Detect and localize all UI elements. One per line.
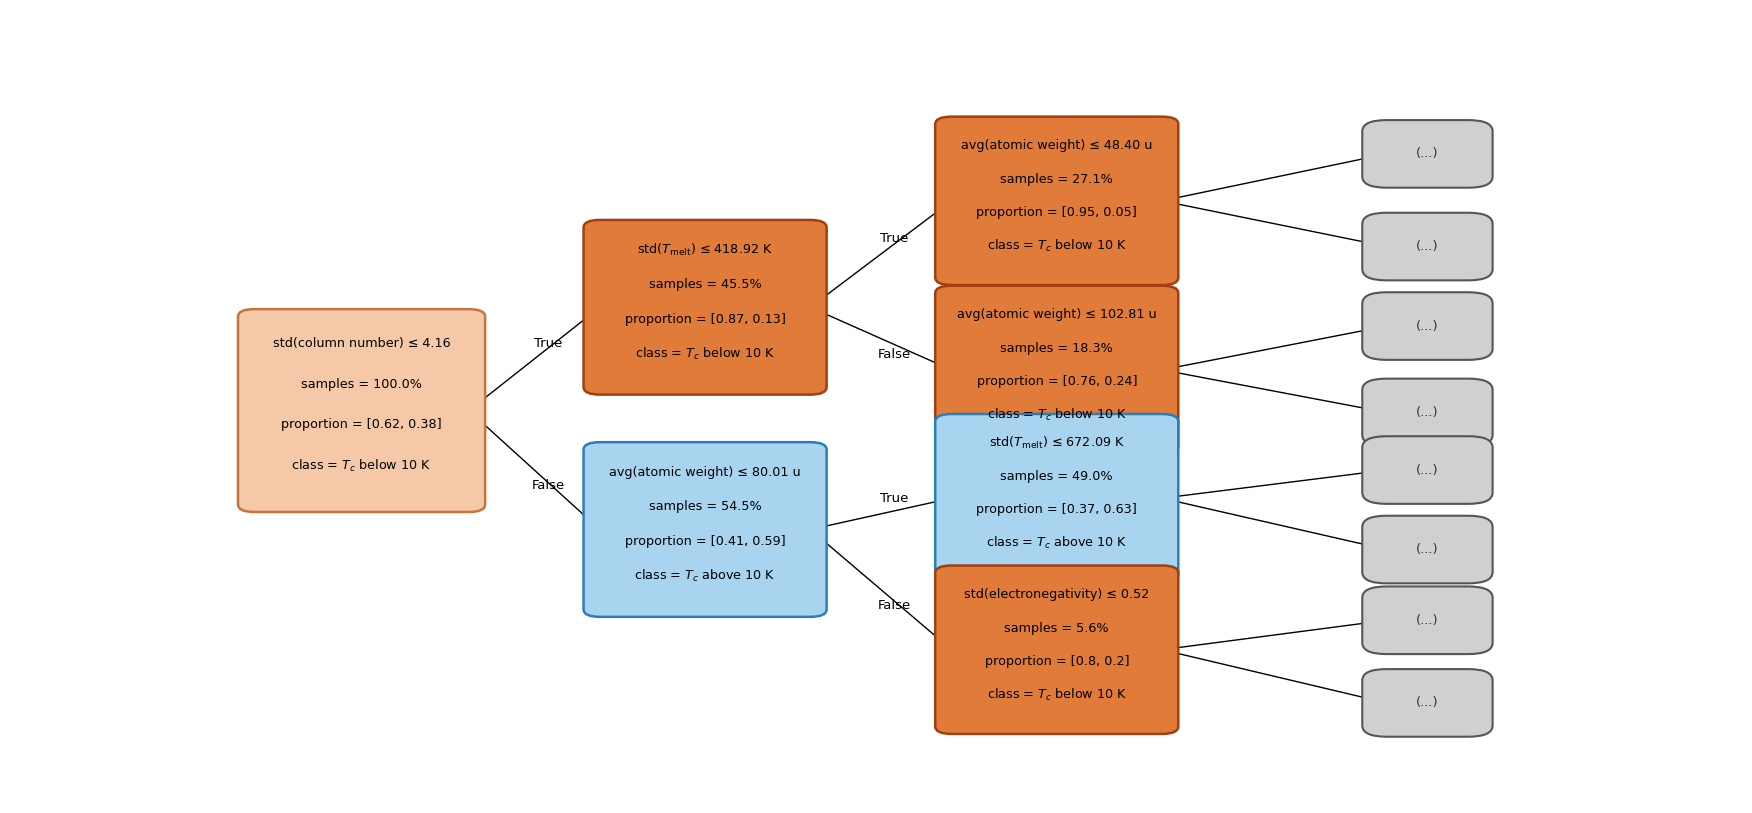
Text: std($T_{\rm melt}$) ≤ 418.92 K: std($T_{\rm melt}$) ≤ 418.92 K: [638, 242, 773, 258]
Text: std(column number) ≤ 4.16: std(column number) ≤ 4.16: [273, 337, 450, 350]
Text: True: True: [880, 492, 909, 505]
Text: class = $T_c$ below 10 K: class = $T_c$ below 10 K: [291, 458, 431, 474]
Text: samples = 45.5%: samples = 45.5%: [648, 278, 762, 291]
FancyBboxPatch shape: [1363, 120, 1493, 188]
Text: samples = 5.6%: samples = 5.6%: [1004, 621, 1109, 634]
Text: (...): (...): [1416, 147, 1438, 160]
Text: (...): (...): [1416, 543, 1438, 556]
Text: proportion = [0.62, 0.38]: proportion = [0.62, 0.38]: [282, 419, 442, 432]
FancyBboxPatch shape: [1363, 213, 1493, 280]
Text: class = $T_c$ below 10 K: class = $T_c$ below 10 K: [986, 238, 1127, 254]
Text: proportion = [0.95, 0.05]: proportion = [0.95, 0.05]: [976, 206, 1137, 219]
Text: std(electronegativity) ≤ 0.52: std(electronegativity) ≤ 0.52: [964, 588, 1149, 601]
Text: class = $T_c$ below 10 K: class = $T_c$ below 10 K: [986, 406, 1127, 423]
FancyBboxPatch shape: [936, 116, 1179, 285]
FancyBboxPatch shape: [936, 414, 1179, 582]
FancyBboxPatch shape: [936, 566, 1179, 734]
Text: avg(atomic weight) ≤ 102.81 u: avg(atomic weight) ≤ 102.81 u: [957, 308, 1156, 321]
FancyBboxPatch shape: [1363, 586, 1493, 654]
Text: samples = 18.3%: samples = 18.3%: [1000, 341, 1113, 354]
FancyBboxPatch shape: [583, 220, 827, 394]
FancyBboxPatch shape: [936, 285, 1179, 454]
Text: samples = 49.0%: samples = 49.0%: [1000, 470, 1113, 483]
Text: proportion = [0.8, 0.2]: proportion = [0.8, 0.2]: [985, 654, 1128, 667]
FancyBboxPatch shape: [1363, 669, 1493, 737]
FancyBboxPatch shape: [1363, 292, 1493, 360]
FancyBboxPatch shape: [1363, 515, 1493, 584]
Text: samples = 27.1%: samples = 27.1%: [1000, 172, 1113, 185]
Text: proportion = [0.87, 0.13]: proportion = [0.87, 0.13]: [625, 313, 785, 326]
Text: (...): (...): [1416, 240, 1438, 253]
Text: (...): (...): [1416, 697, 1438, 710]
Text: False: False: [878, 598, 911, 611]
FancyBboxPatch shape: [1363, 379, 1493, 446]
Text: class = $T_c$ above 10 K: class = $T_c$ above 10 K: [634, 568, 776, 585]
Text: False: False: [531, 479, 564, 492]
Text: (...): (...): [1416, 406, 1438, 419]
Text: (...): (...): [1416, 614, 1438, 627]
Text: std($T_{\rm melt}$) ≤ 672.09 K: std($T_{\rm melt}$) ≤ 672.09 K: [988, 435, 1125, 451]
Text: proportion = [0.76, 0.24]: proportion = [0.76, 0.24]: [976, 375, 1137, 388]
Text: class = $T_c$ above 10 K: class = $T_c$ above 10 K: [986, 535, 1128, 551]
Text: class = $T_c$ below 10 K: class = $T_c$ below 10 K: [986, 687, 1127, 702]
Text: True: True: [534, 337, 562, 350]
Text: samples = 54.5%: samples = 54.5%: [648, 501, 762, 514]
Text: avg(atomic weight) ≤ 80.01 u: avg(atomic weight) ≤ 80.01 u: [610, 466, 801, 479]
Text: proportion = [0.41, 0.59]: proportion = [0.41, 0.59]: [625, 535, 785, 548]
FancyBboxPatch shape: [583, 442, 827, 617]
Text: proportion = [0.37, 0.63]: proportion = [0.37, 0.63]: [976, 503, 1137, 516]
Text: (...): (...): [1416, 320, 1438, 333]
Text: avg(atomic weight) ≤ 48.40 u: avg(atomic weight) ≤ 48.40 u: [962, 139, 1153, 152]
Text: (...): (...): [1416, 463, 1438, 476]
Text: class = $T_c$ below 10 K: class = $T_c$ below 10 K: [634, 346, 774, 362]
Text: False: False: [878, 348, 911, 361]
FancyBboxPatch shape: [1363, 437, 1493, 504]
FancyBboxPatch shape: [238, 309, 485, 512]
Text: True: True: [880, 232, 909, 245]
Text: samples = 100.0%: samples = 100.0%: [301, 377, 422, 390]
